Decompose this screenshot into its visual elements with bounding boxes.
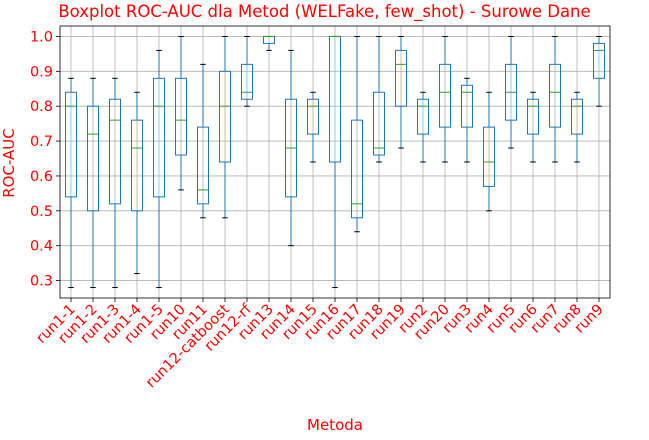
box-run16 bbox=[329, 35, 341, 289]
iqr-box bbox=[373, 91, 385, 156]
box-run10 bbox=[175, 35, 187, 191]
box-run4 bbox=[483, 91, 495, 212]
box-run12-rf bbox=[241, 35, 253, 107]
box-run15 bbox=[307, 91, 319, 163]
x-axis-label: Metoda bbox=[307, 416, 363, 434]
iqr-box bbox=[87, 105, 99, 212]
iqr-box bbox=[241, 63, 253, 100]
iqr-box bbox=[307, 98, 319, 135]
box-run18 bbox=[373, 35, 385, 163]
iqr-box bbox=[219, 70, 231, 163]
iqr-box bbox=[197, 126, 209, 205]
box-run2 bbox=[417, 91, 429, 163]
iqr-box bbox=[109, 98, 121, 205]
plot-frame bbox=[59, 25, 611, 299]
box-run3 bbox=[461, 77, 473, 163]
box-run5 bbox=[505, 35, 517, 149]
y-tick-label: 1.0 bbox=[30, 29, 53, 45]
y-tick-label: 0.4 bbox=[30, 239, 53, 255]
iqr-box bbox=[461, 84, 473, 128]
box-run17 bbox=[351, 35, 363, 233]
box-run8 bbox=[571, 91, 583, 163]
box-run1-4 bbox=[131, 91, 143, 275]
box-run1-3 bbox=[109, 77, 121, 289]
box-run1-1 bbox=[65, 77, 77, 289]
iqr-box bbox=[571, 98, 583, 135]
box-run1-5 bbox=[153, 49, 165, 289]
box-run14 bbox=[285, 49, 297, 247]
chart-title: Boxplot ROC-AUC dla Metod (WELFake, few_… bbox=[58, 2, 590, 22]
iqr-box bbox=[351, 119, 363, 219]
iqr-box bbox=[549, 63, 561, 128]
iqr-box bbox=[175, 77, 187, 156]
box-run9 bbox=[593, 35, 605, 107]
y-tick-label: 0.7 bbox=[30, 134, 53, 150]
iqr-box bbox=[439, 63, 451, 128]
box-run1-2 bbox=[87, 77, 99, 289]
box-run7 bbox=[549, 35, 561, 163]
y-tick-label: 0.9 bbox=[30, 64, 53, 80]
y-tick-label: 0.5 bbox=[30, 204, 53, 220]
iqr-box bbox=[417, 98, 429, 135]
box-run6 bbox=[527, 91, 539, 163]
box-run20 bbox=[439, 35, 451, 163]
iqr-box bbox=[527, 98, 539, 135]
iqr-box bbox=[483, 126, 495, 187]
box-run13 bbox=[263, 35, 275, 51]
iqr-box bbox=[395, 49, 407, 107]
iqr-box bbox=[153, 77, 165, 198]
box-run11 bbox=[197, 63, 209, 219]
box-run12-catboost bbox=[219, 35, 231, 219]
box-run19 bbox=[395, 35, 407, 149]
iqr-box bbox=[131, 119, 143, 212]
y-tick-label: 0.6 bbox=[30, 169, 53, 185]
iqr-box bbox=[65, 91, 77, 198]
y-axis-label: ROC-AUC bbox=[0, 128, 18, 198]
box-layer bbox=[65, 35, 605, 289]
y-tick-label: 0.3 bbox=[30, 274, 53, 290]
iqr-box bbox=[593, 42, 605, 79]
y-tick-label: 0.8 bbox=[30, 99, 53, 115]
